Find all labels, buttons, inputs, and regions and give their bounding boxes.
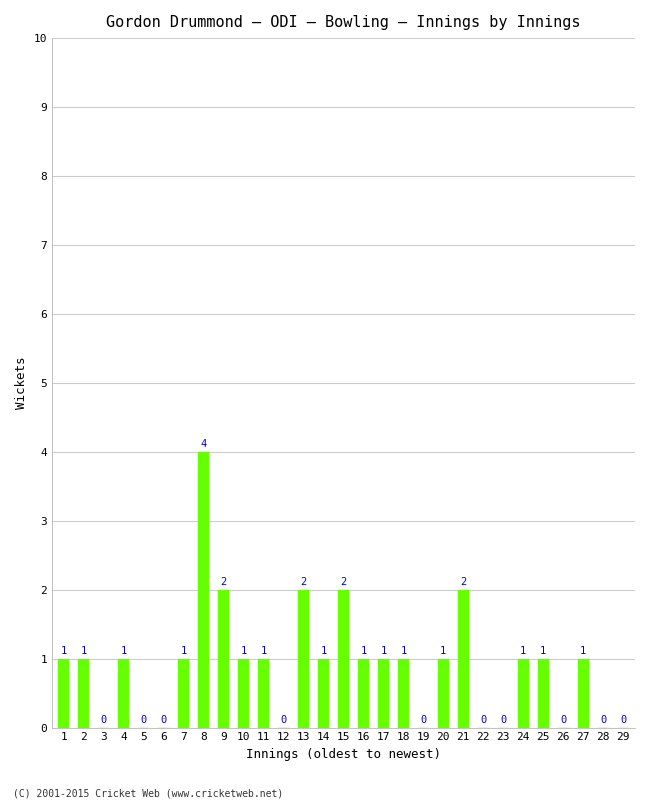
X-axis label: Innings (oldest to newest): Innings (oldest to newest)	[246, 748, 441, 761]
Bar	[438, 658, 448, 727]
Text: 0: 0	[480, 715, 486, 725]
Text: 0: 0	[600, 715, 606, 725]
Text: 1: 1	[540, 646, 546, 656]
Title: Gordon Drummond – ODI – Bowling – Innings by Innings: Gordon Drummond – ODI – Bowling – Inning…	[106, 15, 580, 30]
Text: 1: 1	[380, 646, 387, 656]
Text: 1: 1	[261, 646, 266, 656]
Text: 1: 1	[320, 646, 326, 656]
Text: 4: 4	[201, 439, 207, 449]
Bar	[258, 658, 269, 727]
Text: 0: 0	[280, 715, 287, 725]
Text: 1: 1	[60, 646, 67, 656]
Text: 1: 1	[440, 646, 447, 656]
Text: (C) 2001-2015 Cricket Web (www.cricketweb.net): (C) 2001-2015 Cricket Web (www.cricketwe…	[13, 788, 283, 798]
Bar	[358, 658, 369, 727]
Text: 1: 1	[81, 646, 87, 656]
Bar	[298, 590, 309, 727]
Text: 0: 0	[560, 715, 566, 725]
Bar	[238, 658, 249, 727]
Text: 1: 1	[580, 646, 586, 656]
Bar	[178, 658, 189, 727]
Text: 2: 2	[220, 577, 227, 587]
Text: 0: 0	[500, 715, 506, 725]
Bar	[79, 658, 89, 727]
Text: 2: 2	[460, 577, 467, 587]
Bar	[378, 658, 389, 727]
Text: 2: 2	[300, 577, 307, 587]
Bar	[517, 658, 528, 727]
Bar	[198, 452, 209, 727]
Text: 2: 2	[341, 577, 346, 587]
Text: 1: 1	[400, 646, 406, 656]
Bar	[338, 590, 349, 727]
Bar	[218, 590, 229, 727]
Y-axis label: Wickets: Wickets	[15, 357, 28, 409]
Text: 0: 0	[420, 715, 426, 725]
Bar	[578, 658, 588, 727]
Text: 1: 1	[240, 646, 247, 656]
Bar	[58, 658, 70, 727]
Bar	[458, 590, 469, 727]
Text: 1: 1	[520, 646, 526, 656]
Text: 0: 0	[101, 715, 107, 725]
Bar	[398, 658, 409, 727]
Text: 1: 1	[360, 646, 367, 656]
Text: 0: 0	[161, 715, 167, 725]
Bar	[118, 658, 129, 727]
Bar	[538, 658, 549, 727]
Text: 1: 1	[181, 646, 187, 656]
Text: 0: 0	[620, 715, 626, 725]
Bar	[318, 658, 329, 727]
Text: 0: 0	[140, 715, 147, 725]
Text: 1: 1	[121, 646, 127, 656]
